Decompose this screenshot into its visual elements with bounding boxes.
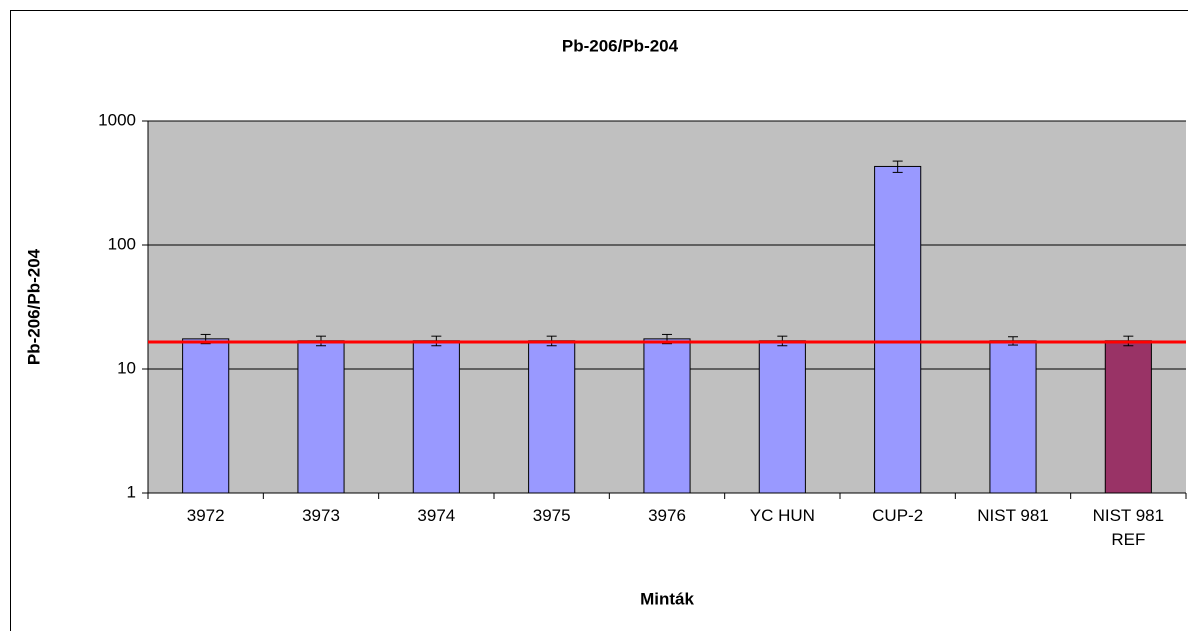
bar [989, 340, 1037, 494]
chart-title: Pb-206/Pb-204 [562, 36, 679, 55]
bar [758, 340, 806, 494]
bar [182, 338, 230, 494]
bar [412, 340, 460, 494]
y-tick-label: 1000 [98, 110, 136, 129]
x-tick-label: CUP-2 [872, 506, 924, 525]
y-tick-label: 10 [117, 358, 136, 377]
x-tick-label: 3972 [186, 506, 225, 525]
x-tick-label: 3974 [417, 506, 456, 525]
x-axis-label: Minták [640, 589, 694, 608]
x-tick-label: NIST 981 REF [1092, 506, 1165, 549]
y-tick-label: 100 [108, 234, 136, 253]
bar [643, 338, 691, 494]
x-tick-label: 3975 [532, 506, 571, 525]
bar [1104, 340, 1152, 494]
bar [874, 165, 922, 494]
bar [297, 340, 345, 494]
x-tick-label: NIST 981 [977, 506, 1049, 525]
bar [528, 340, 576, 494]
x-tick-label: 3973 [302, 506, 340, 525]
y-axis-label: Pb-206/Pb-204 [24, 248, 43, 365]
x-tick-label: 3976 [648, 506, 686, 525]
y-tick-label: 1 [127, 482, 136, 501]
x-tick-label: YC HUN [749, 506, 815, 525]
